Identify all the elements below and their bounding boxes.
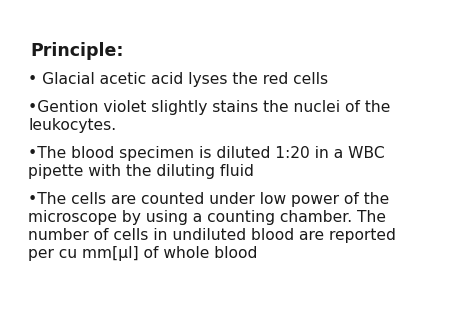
Text: Principle:: Principle: [30,42,124,60]
Text: •The cells are counted under low power of the: •The cells are counted under low power o… [28,192,389,207]
Text: • Glacial acetic acid lyses the red cells: • Glacial acetic acid lyses the red cell… [28,72,328,87]
Text: pipette with the diluting fluid: pipette with the diluting fluid [28,164,254,179]
Text: •The blood specimen is diluted 1:20 in a WBC: •The blood specimen is diluted 1:20 in a… [28,146,385,161]
Text: per cu mm[μl] of whole blood: per cu mm[μl] of whole blood [28,246,257,261]
Text: microscope by using a counting chamber. The: microscope by using a counting chamber. … [28,210,386,225]
Text: number of cells in undiluted blood are reported: number of cells in undiluted blood are r… [28,228,396,243]
Text: leukocytes.: leukocytes. [28,118,116,133]
Text: •Gention violet slightly stains the nuclei of the: •Gention violet slightly stains the nucl… [28,100,391,115]
